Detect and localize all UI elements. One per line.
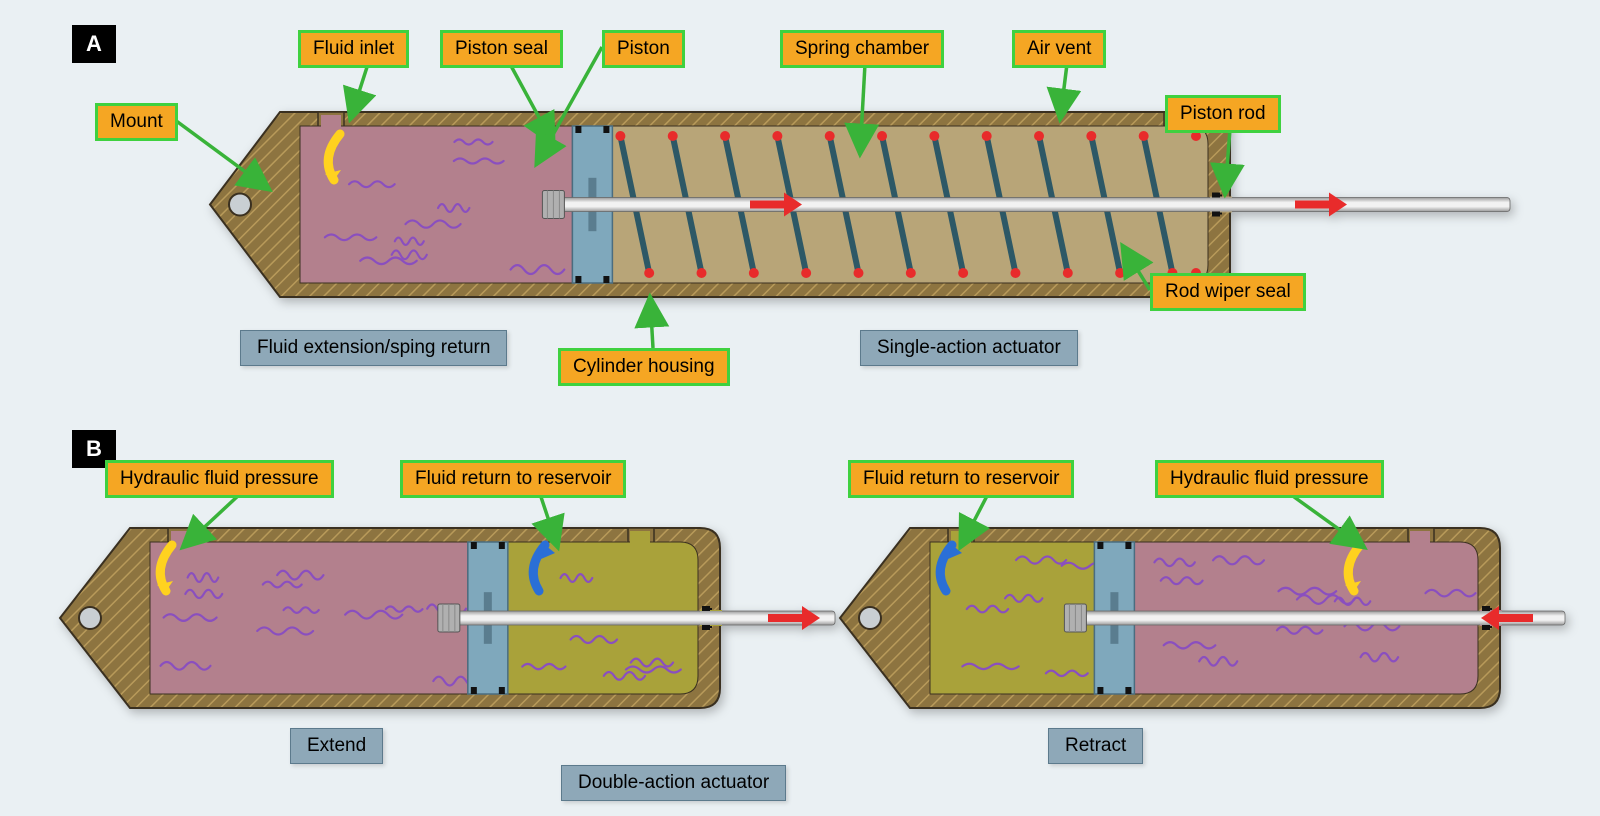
caption-retract: Retract xyxy=(1048,728,1143,764)
label-piston-rod: Piston rod xyxy=(1165,95,1281,133)
caption-single-act: Single-action actuator xyxy=(860,330,1078,366)
label-piston: Piston xyxy=(602,30,685,68)
label-frtr-r: Fluid return to reservoir xyxy=(848,460,1074,498)
label-piston-seal: Piston seal xyxy=(440,30,563,68)
actuator-single-action xyxy=(210,112,1560,307)
label-hfp-r: Hydraulic fluid pressure xyxy=(1155,460,1384,498)
label-air-vent: Air vent xyxy=(1012,30,1106,68)
caption-extend: Extend xyxy=(290,728,383,764)
label-rod-wiper-seal: Rod wiper seal xyxy=(1150,273,1306,311)
label-mount: Mount xyxy=(95,103,178,141)
panel-badge-a: A xyxy=(72,25,116,63)
caption-double: Double-action actuator xyxy=(561,765,786,801)
label-cylinder-housing: Cylinder housing xyxy=(558,348,730,386)
label-fluid-inlet: Fluid inlet xyxy=(298,30,409,68)
caption-fluid-ext: Fluid extension/sping return xyxy=(240,330,507,366)
actuator-double-action-retract xyxy=(840,528,1600,718)
label-hfp-l: Hydraulic fluid pressure xyxy=(105,460,334,498)
label-spring-chamber: Spring chamber xyxy=(780,30,944,68)
label-frtr-l: Fluid return to reservoir xyxy=(400,460,626,498)
actuator-double-action-extend xyxy=(60,528,885,718)
